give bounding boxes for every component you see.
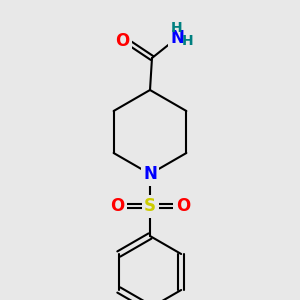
Text: N: N — [170, 29, 184, 47]
Text: O: O — [110, 197, 124, 215]
Text: H: H — [182, 34, 194, 48]
Text: N: N — [143, 165, 157, 183]
Text: O: O — [176, 197, 190, 215]
Text: H: H — [171, 21, 183, 35]
Text: S: S — [144, 197, 156, 215]
Text: O: O — [115, 32, 129, 50]
